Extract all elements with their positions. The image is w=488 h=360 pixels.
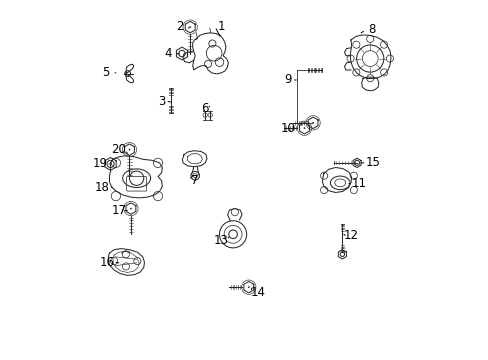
Text: 15: 15 xyxy=(365,156,380,169)
Text: 16: 16 xyxy=(99,256,114,269)
Text: 17: 17 xyxy=(111,204,126,217)
Text: 10: 10 xyxy=(280,122,295,135)
Text: 13: 13 xyxy=(213,234,228,247)
Text: 5: 5 xyxy=(102,66,109,79)
Text: 8: 8 xyxy=(368,23,375,36)
Text: 2: 2 xyxy=(175,20,183,33)
Text: 20: 20 xyxy=(111,143,126,156)
Text: 9: 9 xyxy=(284,73,291,86)
Text: 1: 1 xyxy=(217,20,224,33)
Text: 7: 7 xyxy=(191,174,199,186)
Text: 12: 12 xyxy=(344,229,358,242)
Text: 4: 4 xyxy=(163,47,171,60)
Text: 19: 19 xyxy=(92,157,107,170)
Text: 6: 6 xyxy=(201,102,208,115)
Text: 3: 3 xyxy=(158,95,165,108)
Text: 14: 14 xyxy=(250,286,265,299)
Text: 11: 11 xyxy=(350,177,366,190)
Text: 18: 18 xyxy=(95,181,109,194)
